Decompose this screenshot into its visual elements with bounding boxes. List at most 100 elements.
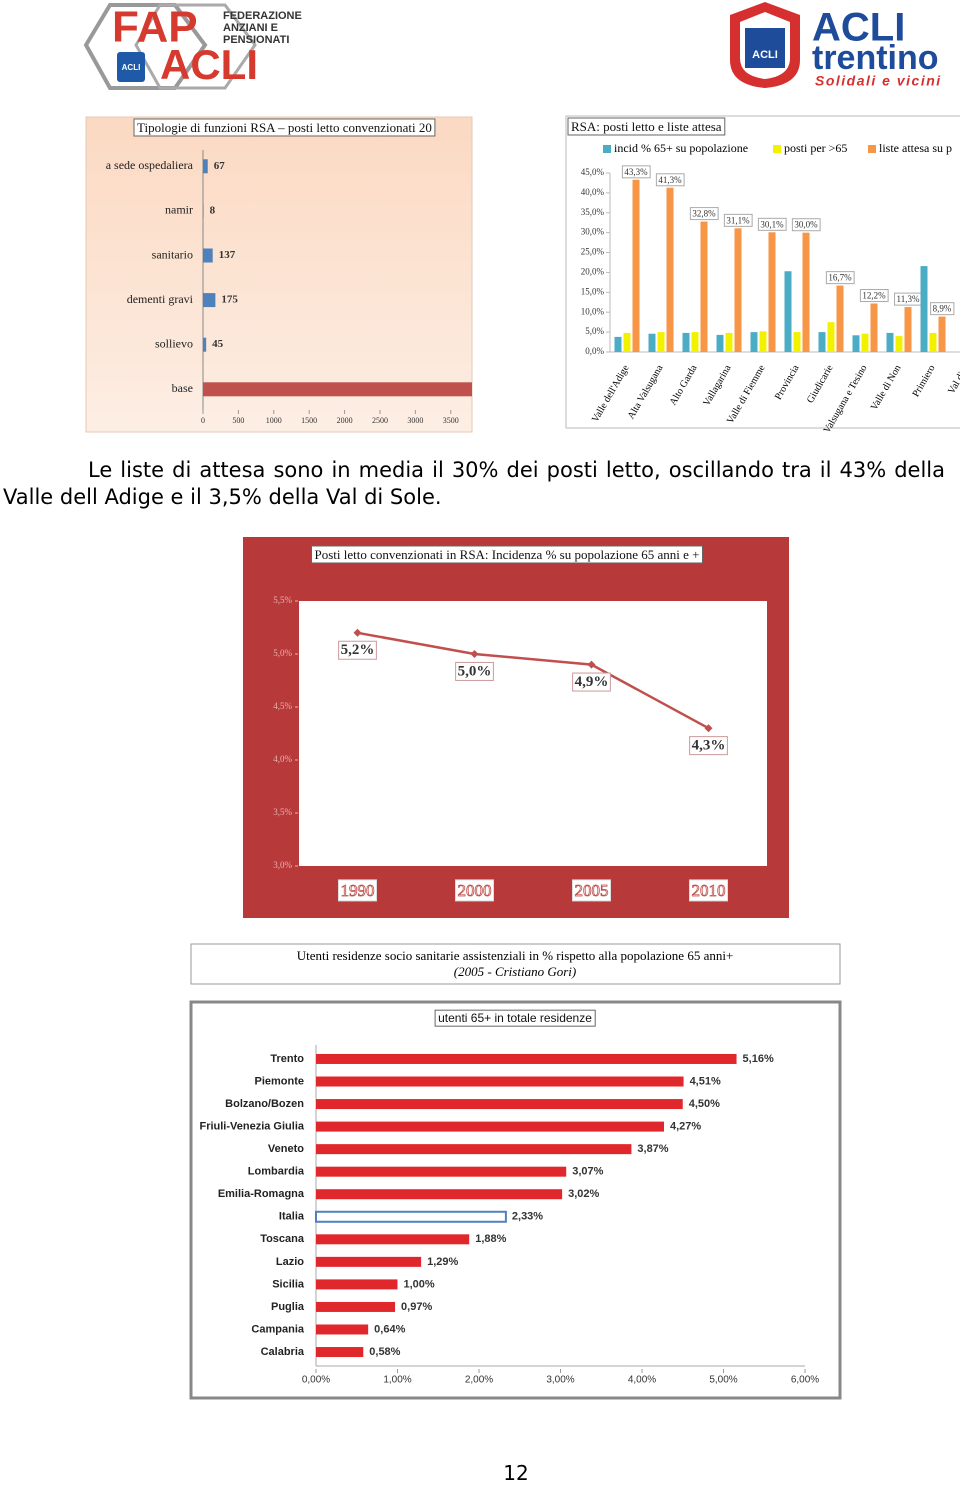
value-label: 3,07% — [572, 1166, 603, 1178]
value-label: 41,3% — [658, 175, 682, 185]
value-label: 5,2% — [341, 642, 375, 658]
value-label: 4,51% — [690, 1075, 721, 1087]
x-tick-label: 0,00% — [302, 1375, 330, 1386]
logo-right: ACLI ACLI trentino Solidali e vicini — [730, 2, 940, 89]
marker — [587, 660, 596, 669]
x-tick-label: 1000 — [266, 416, 282, 425]
category-label: Puglia — [271, 1301, 305, 1313]
bar — [648, 333, 656, 352]
value-label: 137 — [219, 249, 236, 261]
marker — [353, 628, 362, 637]
bar — [870, 303, 878, 352]
value-label: 4,3% — [692, 738, 726, 754]
category-label: dementi gravi — [127, 292, 194, 306]
bar — [716, 334, 724, 352]
legend-swatch — [868, 145, 876, 153]
x-tick-label: 0 — [201, 416, 205, 425]
bar — [203, 382, 472, 397]
bar — [316, 1234, 470, 1245]
chart-title-box — [133, 118, 436, 137]
value-label-box — [757, 217, 787, 231]
value-label: 5,0% — [458, 663, 492, 679]
category-label: Lombardia — [248, 1166, 305, 1178]
x-tick-label: 500 — [232, 416, 244, 425]
plot-area — [299, 601, 767, 866]
value-label-box — [930, 302, 955, 316]
logo-left: FAP ACLI ACLI FEDERAZIONE ANZIANI E PENS… — [83, 3, 302, 90]
bar — [316, 1279, 398, 1290]
logo-badge: ACLI — [752, 49, 778, 61]
x-tick-label: 2000 — [337, 416, 353, 425]
logo-text: ACLI — [160, 41, 258, 88]
bar — [203, 159, 208, 174]
category-label: namir — [165, 203, 193, 217]
line — [357, 631, 710, 730]
category-label-box — [338, 879, 377, 902]
bar — [203, 337, 207, 352]
category-label: Veneto — [268, 1143, 304, 1155]
category-label: base — [172, 381, 193, 395]
value-label: 3800 — [478, 383, 501, 395]
chart-4: Utenti residenze socio sanitarie assiste… — [199, 948, 819, 1386]
logo-text: FAP — [112, 3, 198, 52]
bar — [929, 332, 937, 352]
bar — [768, 232, 776, 352]
category-label: Friuli-Venezia Giulia — [199, 1121, 304, 1133]
bar — [316, 1053, 737, 1064]
chart-1: Tipologie di funzioni RSA – posti letto … — [106, 118, 501, 425]
bar — [682, 332, 690, 352]
bar — [666, 187, 674, 352]
value-label-box — [655, 173, 685, 187]
category-label: sollievo — [155, 336, 193, 350]
category-label: Italia — [279, 1211, 305, 1223]
bar — [657, 332, 665, 352]
chart-panel — [189, 1000, 842, 1400]
value-label: 43,3% — [624, 167, 648, 177]
bar — [614, 336, 622, 352]
x-tick-label: 6,00% — [791, 1375, 819, 1386]
category-label: 1990 — [341, 881, 375, 900]
y-tick-label: 40,0% — [581, 187, 605, 197]
category-label: 2000 — [458, 881, 492, 900]
bar — [316, 1166, 567, 1177]
y-tick-label: 5,0% — [273, 648, 292, 658]
value-label: 0,64% — [374, 1323, 405, 1335]
bar — [315, 1210, 507, 1223]
bar — [632, 179, 640, 352]
chart-title-box — [434, 1009, 596, 1027]
chart-title-box — [311, 545, 703, 564]
bar — [203, 248, 213, 263]
bar — [725, 332, 733, 352]
value-label: 3,87% — [637, 1143, 668, 1155]
category-label: 2010 — [692, 881, 726, 900]
value-label: 4,27% — [670, 1121, 701, 1133]
category-label: Piemonte — [254, 1075, 304, 1087]
bar — [316, 1144, 632, 1155]
bar — [895, 336, 903, 352]
value-label-box — [825, 271, 855, 285]
page-number: 12 — [503, 1461, 529, 1485]
category-label: Calabria — [261, 1346, 305, 1358]
value-label: 45 — [212, 338, 224, 350]
value-label: 0,97% — [401, 1301, 432, 1313]
bar — [750, 332, 758, 352]
legend-label: liste attesa su p — [879, 141, 952, 155]
value-label-box — [572, 672, 611, 692]
category-label: Sicilia — [272, 1278, 305, 1290]
value-label: 30,0% — [794, 220, 818, 230]
bar — [316, 1256, 422, 1267]
chart-subtitle: Utenti residenze socio sanitarie assiste… — [297, 948, 734, 963]
bar — [316, 1121, 665, 1132]
bar — [203, 203, 204, 218]
chart-title: RSA: posti letto e liste attesa — [571, 119, 722, 134]
category-label: Trento — [270, 1053, 304, 1065]
bar — [700, 221, 708, 352]
category-label-box — [455, 879, 494, 902]
value-label: 32,8% — [692, 209, 716, 219]
value-label: 2,33% — [512, 1211, 543, 1223]
y-tick-label: 20,0% — [581, 267, 605, 277]
value-label: 11,3% — [897, 294, 920, 304]
y-tick-label: 4,0% — [273, 754, 292, 764]
